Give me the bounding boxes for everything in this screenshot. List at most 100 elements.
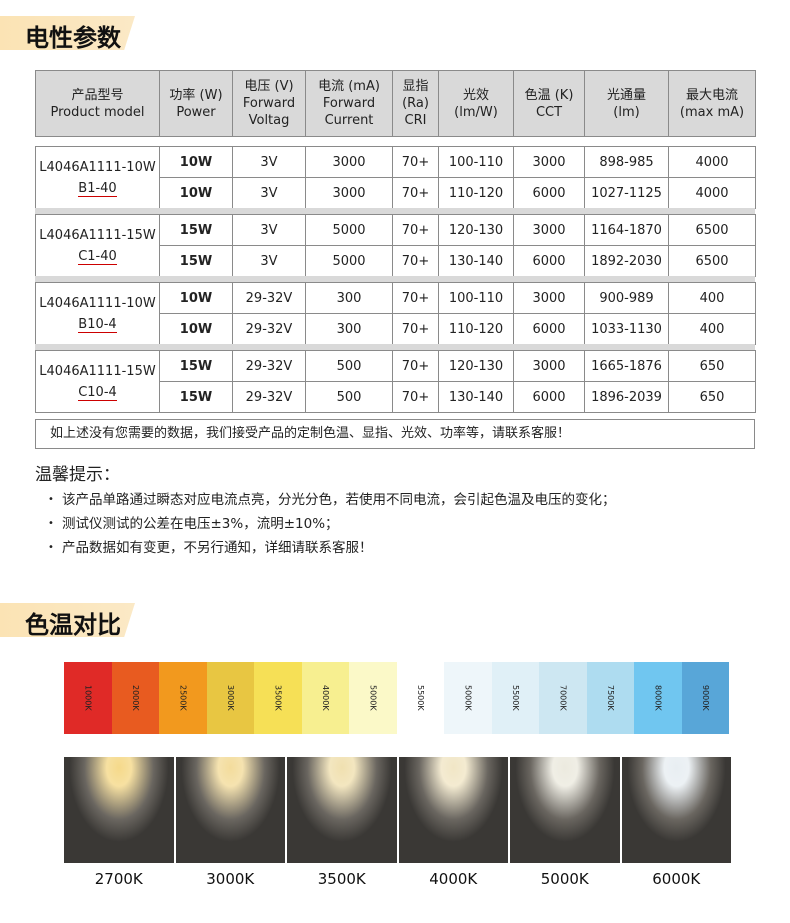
- swatch-label: 3000K: [225, 685, 235, 711]
- header-zh: 产品型号: [71, 87, 124, 103]
- swatch-label: 7000K: [558, 685, 568, 711]
- swatch-label: 3500K: [273, 685, 283, 711]
- photo-label: 4000K: [429, 870, 478, 888]
- table-cell: 15W: [159, 381, 233, 413]
- lighting-photo: [398, 757, 508, 863]
- column-header: 电流 (mA) Forward Current: [305, 70, 393, 137]
- model-name: L4046A1111-10W: [39, 159, 156, 175]
- spec-table-header: 产品型号 Product model 功率 (W) Power 电压 (V) Forwar…: [35, 70, 756, 137]
- table-cell: 15W: [159, 245, 233, 277]
- color-swatch: 5500K: [491, 662, 539, 734]
- table-cell: 70+: [392, 177, 439, 209]
- header-en: (lm): [613, 104, 640, 120]
- table-cell: 650: [668, 381, 756, 413]
- model-name: L4046A1111-15W: [39, 227, 156, 243]
- swatch-label: 7500K: [605, 685, 615, 711]
- swatch-label: 5000K: [463, 685, 473, 711]
- model-name: L4046A1111-15W: [39, 363, 156, 379]
- color-swatch: 5000K: [349, 662, 397, 734]
- table-cell: 1033-1130: [584, 313, 669, 345]
- model-cell: L4046A1111-15W C1-40: [35, 214, 160, 277]
- table-cell: 3000: [513, 350, 585, 382]
- header-en: (max mA): [679, 104, 745, 120]
- table-cell: 70+: [392, 245, 439, 277]
- column-header: 电压 (V) Forward Voltag: [232, 70, 306, 137]
- swatch-label: 2500K: [178, 685, 188, 711]
- color-temperature-bar: 1000K 2000K 2500K 3000K 3500K 4000K 5000K 5500K…: [64, 662, 729, 734]
- table-cell: 3000: [513, 146, 585, 178]
- table-cell: 650: [668, 350, 756, 382]
- lighting-photos: [64, 757, 731, 863]
- table-cell: 10W: [159, 282, 233, 314]
- table-cell: 3000: [305, 146, 393, 178]
- table-cell: 110-120: [438, 313, 514, 345]
- table-cell: 10W: [159, 146, 233, 178]
- header-zh: 电压 (V): [244, 79, 294, 94]
- section-title-text: 电性参数: [25, 24, 121, 52]
- section-title-electrical: 电性参数: [0, 16, 135, 50]
- model-name: L4046A1111-10W: [39, 295, 156, 311]
- table-cell: 100-110: [438, 146, 514, 178]
- color-swatch: 7500K: [586, 662, 634, 734]
- table-cell: 300: [305, 313, 393, 345]
- custom-note: 如上述没有您需要的数据，我们接受产品的定制色温、显指、光效、功率等，请联系客服！: [35, 419, 755, 449]
- lighting-photo: [287, 757, 397, 863]
- color-swatch: 2000K: [111, 662, 159, 734]
- table-cell: 400: [668, 282, 756, 314]
- header-en: (lm/W): [454, 104, 498, 120]
- table-cell: 3000: [513, 214, 585, 246]
- column-header: 最大电流 (max mA): [668, 70, 756, 137]
- column-header: 光效 (lm/W): [438, 70, 514, 137]
- model-suffix: C1-40: [78, 248, 117, 265]
- model-suffix: B1-40: [78, 180, 117, 197]
- section-title-text: 色温对比: [25, 611, 121, 639]
- header-zh: 显指: [402, 79, 429, 94]
- table-cell: 4000: [668, 177, 756, 209]
- table-row: L4046A1111-10W B10-4 10W 29-32V 300 70+ 100-11…: [35, 282, 756, 345]
- table-cell: 1027-1125: [584, 177, 669, 209]
- header-en: Power: [176, 104, 216, 120]
- header-zh: 电流 (mA): [318, 79, 380, 94]
- photo-label: 3000K: [206, 870, 255, 888]
- photo-labels: 2700K 3000K 3500K 4000K 5000K 6000K: [64, 870, 731, 888]
- table-cell: 29-32V: [232, 282, 306, 314]
- model-suffix: B10-4: [78, 316, 117, 333]
- table-cell: 1896-2039: [584, 381, 669, 413]
- spec-group: L4046A1111-15W C10-4 15W 29-32V 500 70+ 120-13…: [35, 350, 756, 413]
- table-row: L4046A1111-10W B1-40 10W 3V 3000 70+ 100-110 30…: [35, 146, 756, 209]
- spec-group: L4046A1111-10W B1-40 10W 3V 3000 70+ 100-110 30…: [35, 146, 756, 209]
- header-zh: 光通量: [606, 87, 646, 103]
- table-cell: 1164-1870: [584, 214, 669, 246]
- color-swatch: 9000K: [681, 662, 729, 734]
- color-swatch: 3000K: [206, 662, 254, 734]
- header-en: Forward Current: [322, 96, 376, 128]
- spec-group: L4046A1111-10W B10-4 10W 29-32V 300 70+ 100-11…: [35, 282, 756, 345]
- tips-list: 该产品单路通过瞬态对应电流点亮，分光分色，若使用不同电流，会引起色温及电压的变化…: [48, 488, 616, 560]
- color-swatch: 8000K: [634, 662, 682, 734]
- color-swatch: 7000K: [539, 662, 587, 734]
- swatch-label: 5500K: [510, 685, 520, 711]
- swatch-label: 8000K: [653, 685, 663, 711]
- swatch-label: 9000K: [700, 685, 710, 711]
- table-cell: 6000: [513, 245, 585, 277]
- tip-item: 产品数据如有变更，不另行通知，详细请联系客服！: [48, 536, 616, 560]
- model-cell: L4046A1111-10W B1-40: [35, 146, 160, 209]
- table-cell: 15W: [159, 350, 233, 382]
- swatch-label: 1000K: [83, 685, 93, 711]
- section-title-cct: 色温对比: [0, 603, 135, 637]
- header-zh: 光效: [462, 87, 489, 103]
- model-cell: L4046A1111-10W B10-4: [35, 282, 160, 345]
- swatch-label: 5000K: [368, 685, 378, 711]
- spec-group: L4046A1111-15W C1-40 15W 3V 5000 70+ 120-130 30…: [35, 214, 756, 277]
- table-cell: 1892-2030: [584, 245, 669, 277]
- table-cell: 3V: [232, 146, 306, 178]
- color-swatch: 3500K: [254, 662, 302, 734]
- table-cell: 70+: [392, 214, 439, 246]
- table-cell: 6500: [668, 245, 756, 277]
- table-row: 10W 29-32V 300 70+ 110-120 6000 1033-1130 400: [36, 313, 756, 345]
- table-cell: 3000: [305, 177, 393, 209]
- table-cell: 130-140: [438, 245, 514, 277]
- table-cell: 70+: [392, 146, 439, 178]
- table-row: 10W 3V 3000 70+ 110-120 6000 1027-1125 4000: [36, 177, 756, 209]
- table-cell: 70+: [392, 282, 439, 314]
